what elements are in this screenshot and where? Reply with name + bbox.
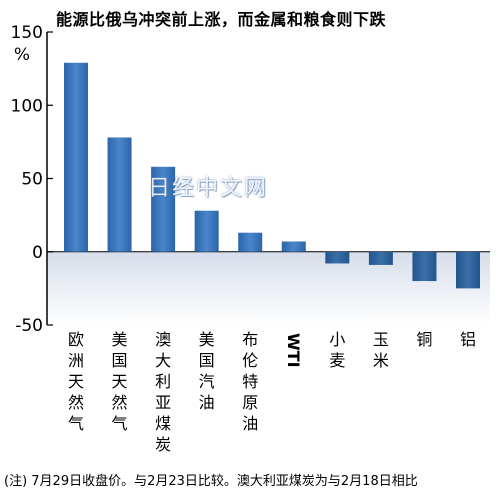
y-tick-label: 0 [32, 243, 43, 263]
y-tick-label: -50 [15, 316, 43, 336]
y-tick-label: 100 [11, 96, 43, 116]
category-label: 玉米 [373, 330, 389, 370]
y-tick-label: 150 [11, 23, 43, 43]
y-tick-label: 50 [21, 170, 43, 190]
bar [107, 137, 132, 252]
category-label: 铝 [460, 330, 476, 349]
chart-title: 能源比俄乌冲突前上涨，而金属和粮食则下跌 [56, 10, 387, 29]
bar [194, 210, 219, 252]
footnote: (注) 7月29日收盘价。与2月23日比较。澳大利亚煤炭为与2月18日相比 [4, 474, 418, 489]
category-label: 美国汽油 [199, 330, 215, 412]
category-label: 铜 [416, 330, 432, 349]
watermark-text: 日经中文网 [148, 176, 269, 201]
bar [412, 251, 437, 282]
category-label: 澳大利亚煤炭 [155, 330, 171, 454]
bars [64, 62, 480, 289]
bar [64, 62, 88, 252]
bar [151, 166, 176, 252]
bar [238, 232, 263, 252]
y-axis-unit-label: % [14, 45, 30, 65]
category-label: 小麦 [329, 330, 345, 370]
bar [325, 251, 350, 264]
y-axis-ticks: 150 100 50 0 -50 [11, 23, 53, 336]
bar [456, 251, 480, 289]
bar [281, 241, 306, 252]
category-label: 布伦特原油 [242, 330, 258, 433]
category-label: 美国天然气 [112, 330, 128, 433]
category-label: WTI [284, 333, 303, 368]
bar [368, 251, 393, 265]
category-label: 欧洲天然气 [68, 330, 84, 433]
